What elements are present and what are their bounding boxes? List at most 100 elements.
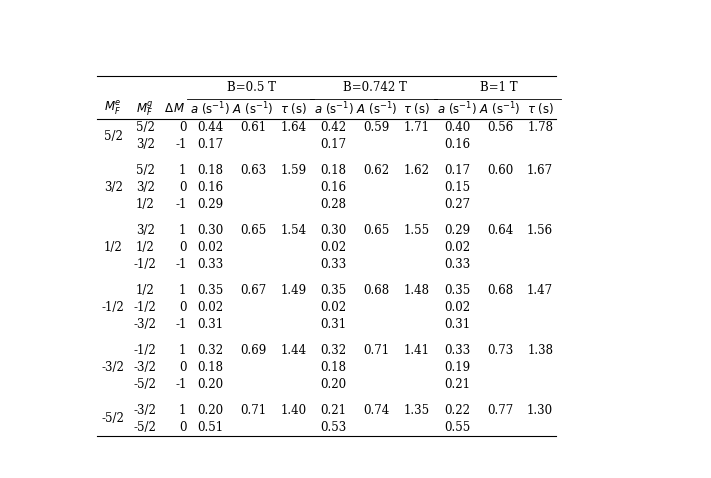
Text: 1.49: 1.49 [280, 283, 306, 297]
Text: 0.22: 0.22 [444, 403, 470, 417]
Text: 1.71: 1.71 [404, 121, 429, 134]
Text: 0.16: 0.16 [321, 181, 346, 194]
Text: 0.20: 0.20 [197, 403, 223, 417]
Text: B=0.5 T: B=0.5 T [228, 81, 276, 94]
Text: 0.15: 0.15 [444, 181, 470, 194]
Text: -3/2: -3/2 [134, 361, 156, 374]
Text: 0.31: 0.31 [444, 318, 470, 331]
Text: 3/2: 3/2 [104, 181, 122, 194]
Text: 1.38: 1.38 [527, 344, 553, 357]
Text: 1.59: 1.59 [280, 163, 306, 177]
Text: $a\ (\mathrm{s}^{-1})$: $a\ (\mathrm{s}^{-1})$ [190, 100, 230, 118]
Text: 0: 0 [179, 121, 186, 134]
Text: -3/2: -3/2 [134, 318, 156, 331]
Text: 0.29: 0.29 [444, 224, 470, 237]
Text: 5/2: 5/2 [136, 121, 154, 134]
Text: 0.59: 0.59 [363, 121, 390, 134]
Text: 0.64: 0.64 [487, 224, 513, 237]
Text: -1: -1 [175, 198, 186, 211]
Text: 0.17: 0.17 [444, 163, 470, 177]
Text: 1.30: 1.30 [527, 403, 553, 417]
Text: B=1 T: B=1 T [480, 81, 518, 94]
Text: 0.74: 0.74 [363, 403, 390, 417]
Text: 0.27: 0.27 [444, 198, 470, 211]
Text: 0.33: 0.33 [321, 258, 347, 271]
Text: 0.55: 0.55 [444, 421, 470, 434]
Text: 0.62: 0.62 [363, 163, 390, 177]
Text: 1: 1 [179, 344, 186, 357]
Text: 0.56: 0.56 [487, 121, 513, 134]
Text: 0.35: 0.35 [444, 283, 470, 297]
Text: $A\ (\mathrm{s}^{-1})$: $A\ (\mathrm{s}^{-1})$ [356, 100, 397, 118]
Text: 0.35: 0.35 [197, 283, 223, 297]
Text: 0: 0 [179, 421, 186, 434]
Text: 5/2: 5/2 [104, 130, 122, 142]
Text: 0.16: 0.16 [444, 138, 470, 151]
Text: -1/2: -1/2 [134, 344, 156, 357]
Text: $M_F^e$: $M_F^e$ [105, 100, 122, 118]
Text: 3/2: 3/2 [136, 138, 154, 151]
Text: 0.32: 0.32 [321, 344, 346, 357]
Text: 0.02: 0.02 [321, 301, 346, 314]
Text: 0.71: 0.71 [363, 344, 390, 357]
Text: 0.02: 0.02 [197, 241, 223, 254]
Text: 0.02: 0.02 [321, 241, 346, 254]
Text: 0.02: 0.02 [197, 301, 223, 314]
Text: 0.71: 0.71 [240, 403, 266, 417]
Text: -1/2: -1/2 [102, 301, 124, 314]
Text: $M_F^g$: $M_F^g$ [136, 99, 154, 118]
Text: 1: 1 [179, 283, 186, 297]
Text: 0.42: 0.42 [321, 121, 346, 134]
Text: 1/2: 1/2 [136, 283, 154, 297]
Text: 0.68: 0.68 [363, 283, 390, 297]
Text: 0.61: 0.61 [240, 121, 266, 134]
Text: 0.19: 0.19 [444, 361, 470, 374]
Text: -1: -1 [175, 258, 186, 271]
Text: 0.18: 0.18 [321, 361, 346, 374]
Text: 0.65: 0.65 [240, 224, 266, 237]
Text: 1.64: 1.64 [280, 121, 306, 134]
Text: 0.16: 0.16 [197, 181, 223, 194]
Text: 0.73: 0.73 [487, 344, 513, 357]
Text: 0.21: 0.21 [321, 403, 346, 417]
Text: 0.44: 0.44 [197, 121, 223, 134]
Text: 1.40: 1.40 [280, 403, 306, 417]
Text: -1: -1 [175, 138, 186, 151]
Text: 0.51: 0.51 [197, 421, 223, 434]
Text: 0.31: 0.31 [197, 318, 223, 331]
Text: $A\ (\mathrm{s}^{-1})$: $A\ (\mathrm{s}^{-1})$ [232, 100, 274, 118]
Text: 0.21: 0.21 [444, 378, 470, 391]
Text: 0.35: 0.35 [321, 283, 347, 297]
Text: 0.67: 0.67 [240, 283, 266, 297]
Text: 0.69: 0.69 [240, 344, 266, 357]
Text: $a\ (\mathrm{s}^{-1})$: $a\ (\mathrm{s}^{-1})$ [314, 100, 353, 118]
Text: 1: 1 [179, 403, 186, 417]
Text: 3/2: 3/2 [136, 181, 154, 194]
Text: 1.47: 1.47 [527, 283, 553, 297]
Text: 0.31: 0.31 [321, 318, 346, 331]
Text: 0: 0 [179, 241, 186, 254]
Text: $\tau\ (\mathrm{s})$: $\tau\ (\mathrm{s})$ [527, 101, 554, 116]
Text: $a\ (\mathrm{s}^{-1})$: $a\ (\mathrm{s}^{-1})$ [437, 100, 477, 118]
Text: $\tau\ (\mathrm{s})$: $\tau\ (\mathrm{s})$ [279, 101, 307, 116]
Text: 0.65: 0.65 [363, 224, 390, 237]
Text: 0.32: 0.32 [197, 344, 223, 357]
Text: B=0.742 T: B=0.742 T [343, 81, 407, 94]
Text: 1.55: 1.55 [404, 224, 429, 237]
Text: -5/2: -5/2 [134, 421, 156, 434]
Text: $A\ (\mathrm{s}^{-1})$: $A\ (\mathrm{s}^{-1})$ [479, 100, 520, 118]
Text: 0.30: 0.30 [321, 224, 347, 237]
Text: 1.56: 1.56 [527, 224, 553, 237]
Text: 0.20: 0.20 [321, 378, 346, 391]
Text: 0.17: 0.17 [197, 138, 223, 151]
Text: 0.02: 0.02 [444, 301, 470, 314]
Text: 1/2: 1/2 [136, 241, 154, 254]
Text: -3/2: -3/2 [102, 361, 124, 374]
Text: 0.30: 0.30 [197, 224, 223, 237]
Text: 0.60: 0.60 [487, 163, 513, 177]
Text: 1.41: 1.41 [404, 344, 429, 357]
Text: -1/2: -1/2 [134, 258, 156, 271]
Text: 1/2: 1/2 [104, 241, 122, 254]
Text: 0.77: 0.77 [487, 403, 513, 417]
Text: -1: -1 [175, 318, 186, 331]
